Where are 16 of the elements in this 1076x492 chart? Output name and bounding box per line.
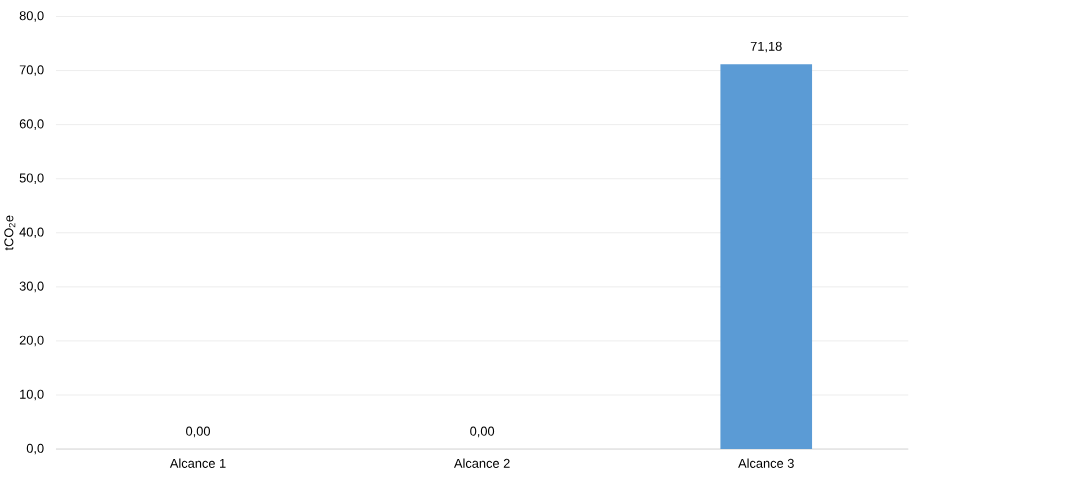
x-tick-label: Alcance 3 — [738, 458, 794, 468]
y-tick-label: 20,0 — [19, 335, 44, 347]
y-axis-title: tCO$_{2}$e — [4, 215, 16, 251]
y-tick-label: 0,0 — [26, 443, 44, 455]
x-tick-label: Alcance 1 — [169, 458, 226, 468]
data-label: 0,00 — [470, 426, 495, 437]
y-tick-label: 40,0 — [19, 227, 44, 238]
data-label: 71,18 — [750, 41, 782, 53]
y-tick-label: 60,0 — [19, 119, 44, 130]
y-tick-label: 10,0 — [20, 389, 44, 401]
y-tick-label: 80,0 — [19, 10, 44, 22]
x-tick-label: Alcance 2 — [453, 458, 510, 468]
y-tick-label: 70,0 — [19, 65, 44, 76]
y-tick-label: 30,0 — [19, 281, 44, 292]
data-label: 0,00 — [186, 426, 211, 437]
y-tick-label: 50,0 — [19, 173, 44, 184]
